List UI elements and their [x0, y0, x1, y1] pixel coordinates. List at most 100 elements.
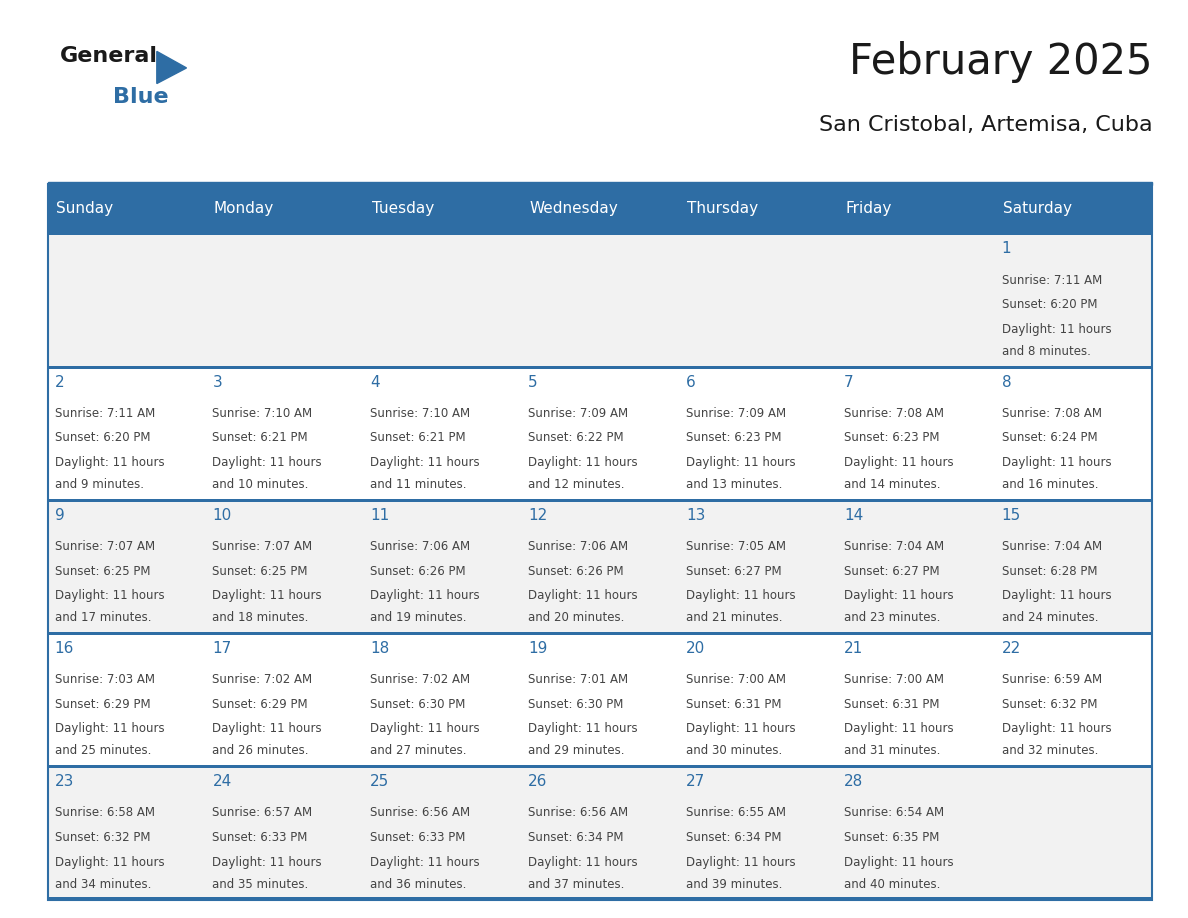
Text: Sunrise: 6:59 AM: Sunrise: 6:59 AM [1001, 673, 1101, 686]
Text: 27: 27 [685, 774, 706, 789]
Text: Daylight: 11 hours: Daylight: 11 hours [685, 856, 796, 868]
Text: 23: 23 [55, 774, 74, 789]
Text: 21: 21 [843, 641, 862, 655]
Text: Sunrise: 7:07 AM: Sunrise: 7:07 AM [213, 540, 312, 553]
Text: and 19 minutes.: and 19 minutes. [371, 611, 467, 624]
Text: and 10 minutes.: and 10 minutes. [213, 478, 309, 491]
Bar [48, 500, 1152, 633]
Text: and 17 minutes.: and 17 minutes. [55, 611, 151, 624]
Text: Daylight: 11 hours: Daylight: 11 hours [685, 722, 796, 735]
Text: and 34 minutes.: and 34 minutes. [55, 878, 151, 890]
Text: Sunset: 6:30 PM: Sunset: 6:30 PM [371, 698, 466, 711]
Text: Daylight: 11 hours: Daylight: 11 hours [213, 856, 322, 868]
Bar [48, 234, 1152, 367]
Text: 26: 26 [529, 774, 548, 789]
Text: 25: 25 [371, 774, 390, 789]
Text: Daylight: 11 hours: Daylight: 11 hours [1001, 323, 1111, 336]
Text: Sunset: 6:23 PM: Sunset: 6:23 PM [843, 431, 940, 444]
Bar [48, 767, 1152, 900]
Text: Sunset: 6:20 PM: Sunset: 6:20 PM [1001, 298, 1098, 311]
Text: and 24 minutes.: and 24 minutes. [1001, 611, 1098, 624]
Text: Sunset: 6:28 PM: Sunset: 6:28 PM [1001, 565, 1098, 577]
Text: Monday: Monday [214, 201, 274, 217]
Text: and 14 minutes.: and 14 minutes. [843, 478, 941, 491]
Text: and 30 minutes.: and 30 minutes. [685, 744, 782, 757]
Text: Sunset: 6:32 PM: Sunset: 6:32 PM [1001, 698, 1098, 711]
Text: Sunset: 6:25 PM: Sunset: 6:25 PM [213, 565, 308, 577]
Text: Sunrise: 6:55 AM: Sunrise: 6:55 AM [685, 806, 786, 819]
Text: and 16 minutes.: and 16 minutes. [1001, 478, 1098, 491]
Text: Sunrise: 7:05 AM: Sunrise: 7:05 AM [685, 540, 786, 553]
Text: Saturday: Saturday [1003, 201, 1072, 217]
Text: Daylight: 11 hours: Daylight: 11 hours [1001, 456, 1111, 469]
Text: and 32 minutes.: and 32 minutes. [1001, 744, 1098, 757]
Text: Sunset: 6:31 PM: Sunset: 6:31 PM [843, 698, 940, 711]
Text: Sunset: 6:35 PM: Sunset: 6:35 PM [843, 831, 940, 844]
Text: 7: 7 [843, 375, 853, 389]
Text: Sunset: 6:33 PM: Sunset: 6:33 PM [371, 831, 466, 844]
Text: 16: 16 [55, 641, 74, 655]
Text: Sunset: 6:27 PM: Sunset: 6:27 PM [685, 565, 782, 577]
Text: and 12 minutes.: and 12 minutes. [529, 478, 625, 491]
Text: Sunrise: 7:10 AM: Sunrise: 7:10 AM [371, 407, 470, 420]
Text: 6: 6 [685, 375, 696, 389]
Text: Sunrise: 7:02 AM: Sunrise: 7:02 AM [213, 673, 312, 686]
Text: Sunset: 6:32 PM: Sunset: 6:32 PM [55, 831, 150, 844]
Text: Daylight: 11 hours: Daylight: 11 hours [213, 589, 322, 602]
Text: 4: 4 [371, 375, 380, 389]
Text: Sunset: 6:22 PM: Sunset: 6:22 PM [529, 431, 624, 444]
Text: General: General [59, 46, 157, 66]
Polygon shape [157, 51, 187, 84]
Text: Sunrise: 7:09 AM: Sunrise: 7:09 AM [529, 407, 628, 420]
Text: Daylight: 11 hours: Daylight: 11 hours [55, 722, 164, 735]
Text: Thursday: Thursday [687, 201, 758, 217]
Text: 19: 19 [529, 641, 548, 655]
Bar [48, 633, 1152, 767]
Text: 1: 1 [1001, 241, 1011, 256]
Text: Sunset: 6:34 PM: Sunset: 6:34 PM [529, 831, 624, 844]
Text: and 26 minutes.: and 26 minutes. [213, 744, 309, 757]
Text: Daylight: 11 hours: Daylight: 11 hours [213, 722, 322, 735]
Text: Daylight: 11 hours: Daylight: 11 hours [529, 456, 638, 469]
Text: 24: 24 [213, 774, 232, 789]
Text: Sunset: 6:24 PM: Sunset: 6:24 PM [1001, 431, 1098, 444]
Text: Sunset: 6:26 PM: Sunset: 6:26 PM [371, 565, 466, 577]
Text: 28: 28 [843, 774, 862, 789]
Text: Sunset: 6:27 PM: Sunset: 6:27 PM [843, 565, 940, 577]
Text: 22: 22 [1001, 641, 1020, 655]
Text: 8: 8 [1001, 375, 1011, 389]
Text: Sunrise: 7:06 AM: Sunrise: 7:06 AM [371, 540, 470, 553]
Text: Sunset: 6:21 PM: Sunset: 6:21 PM [213, 431, 308, 444]
Text: Daylight: 11 hours: Daylight: 11 hours [529, 856, 638, 868]
Text: Daylight: 11 hours: Daylight: 11 hours [1001, 722, 1111, 735]
Text: Daylight: 11 hours: Daylight: 11 hours [371, 856, 480, 868]
Text: Daylight: 11 hours: Daylight: 11 hours [843, 722, 954, 735]
Text: Sunrise: 6:56 AM: Sunrise: 6:56 AM [371, 806, 470, 819]
Text: 20: 20 [685, 641, 706, 655]
Text: Sunrise: 7:04 AM: Sunrise: 7:04 AM [1001, 540, 1101, 553]
Text: Sunset: 6:26 PM: Sunset: 6:26 PM [529, 565, 624, 577]
Text: 3: 3 [213, 375, 222, 389]
Text: Sunrise: 7:06 AM: Sunrise: 7:06 AM [529, 540, 628, 553]
Text: Sunrise: 7:08 AM: Sunrise: 7:08 AM [843, 407, 943, 420]
Text: Sunrise: 6:57 AM: Sunrise: 6:57 AM [213, 806, 312, 819]
Text: February 2025: February 2025 [849, 41, 1152, 84]
Text: and 31 minutes.: and 31 minutes. [843, 744, 940, 757]
Text: Sunrise: 7:08 AM: Sunrise: 7:08 AM [1001, 407, 1101, 420]
Text: 2: 2 [55, 375, 64, 389]
Text: Daylight: 11 hours: Daylight: 11 hours [843, 456, 954, 469]
Text: and 39 minutes.: and 39 minutes. [685, 878, 783, 890]
Text: and 20 minutes.: and 20 minutes. [529, 611, 625, 624]
Text: Sunrise: 7:03 AM: Sunrise: 7:03 AM [55, 673, 154, 686]
Text: Sunrise: 7:07 AM: Sunrise: 7:07 AM [55, 540, 154, 553]
Text: Wednesday: Wednesday [530, 201, 618, 217]
Text: Sunrise: 7:00 AM: Sunrise: 7:00 AM [843, 673, 943, 686]
Text: Daylight: 11 hours: Daylight: 11 hours [371, 722, 480, 735]
Text: Daylight: 11 hours: Daylight: 11 hours [1001, 589, 1111, 602]
Text: and 21 minutes.: and 21 minutes. [685, 611, 783, 624]
Text: Daylight: 11 hours: Daylight: 11 hours [529, 722, 638, 735]
Text: and 23 minutes.: and 23 minutes. [843, 611, 940, 624]
Text: Sunrise: 7:00 AM: Sunrise: 7:00 AM [685, 673, 786, 686]
Text: 10: 10 [213, 508, 232, 522]
Text: 9: 9 [55, 508, 64, 522]
